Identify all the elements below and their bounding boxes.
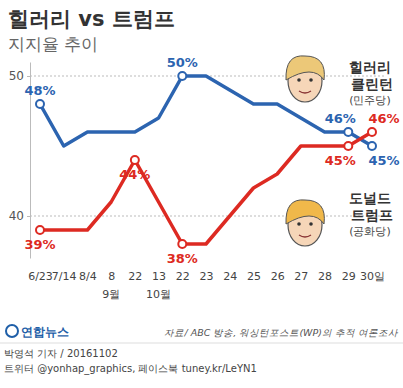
chart: 힐러리 vs 트럼프지지율 추이 40 50 6/237/148/4 8 22 13 22 23… xyxy=(0,0,403,388)
x-tick-label: 24 xyxy=(223,270,237,283)
logo: 연합뉴스 xyxy=(6,325,69,339)
eye xyxy=(297,222,301,226)
x-tick-label: 29 xyxy=(342,270,356,283)
data-label: 50% xyxy=(167,55,198,70)
face-icon xyxy=(286,56,324,102)
x-tick: 23 xyxy=(200,262,214,283)
x-tick-label: 28 xyxy=(318,270,332,283)
y-tick-label: 50 xyxy=(9,69,24,83)
credit: 트위터 @yonhap_graphics, 페이스북 tuney.kr/LeYN… xyxy=(4,363,257,375)
x-tick-label: 30일 xyxy=(360,270,385,283)
x-tick: 28 xyxy=(318,262,332,283)
data-label: 45% xyxy=(368,153,399,168)
x-tick-label: 13 xyxy=(152,270,166,283)
data-label: 48% xyxy=(24,83,55,98)
footer-rule xyxy=(0,343,403,344)
y-tick-label: 40 xyxy=(9,209,24,223)
legend-label: 힐러리 클린턴 xyxy=(347,59,394,92)
data-labels: 48% 50% 46% 45% 39% 44% 38% 45% 46% xyxy=(24,55,399,266)
y-tick: 40 xyxy=(9,209,30,223)
x-tick: 6/23 xyxy=(28,262,53,283)
x-tick: 8/4 xyxy=(79,262,97,283)
x-tick: 27 xyxy=(294,262,308,283)
point-marker xyxy=(36,226,44,234)
data-label: 46% xyxy=(368,111,399,126)
data-label: 38% xyxy=(167,251,198,266)
background xyxy=(0,0,403,388)
x-tick: 7/14 xyxy=(52,262,77,283)
logo-icon xyxy=(6,325,18,337)
eye xyxy=(309,222,313,226)
mouth xyxy=(299,91,311,93)
x-tick-label: 8/4 xyxy=(79,270,97,283)
x-tick: 30일 xyxy=(360,262,385,283)
source: 자료/ ABC 방송, 워싱턴포스트(WP)의 추적 여론조사 xyxy=(164,327,399,338)
data-label: 39% xyxy=(24,237,55,252)
y-tick-mark xyxy=(27,216,30,217)
point-marker xyxy=(368,128,376,136)
x-axis: 6/237/148/4 8 22 13 22 23 24 25 26 27 28 29 30일 xyxy=(28,262,385,283)
point-marker xyxy=(344,142,352,150)
x-tick-label: 23 xyxy=(200,270,214,283)
data-label: 46% xyxy=(325,111,356,126)
point-marker xyxy=(178,72,186,80)
x-tick: 8 xyxy=(108,262,115,283)
data-label: 45% xyxy=(325,153,356,168)
legend-label: 도널드 트럼프 xyxy=(347,190,394,223)
hair xyxy=(286,56,324,80)
x-tick-label: 26 xyxy=(271,270,285,283)
grid-line xyxy=(30,216,385,217)
logo-text: 연합뉴스 xyxy=(21,325,69,339)
point-marker xyxy=(344,128,352,136)
data-label: 44% xyxy=(119,167,150,182)
series-line xyxy=(40,132,372,244)
x-tick-label: 27 xyxy=(294,270,308,283)
y-tick-mark xyxy=(27,76,30,77)
point-marker xyxy=(178,240,186,248)
legend-party: (공화당) xyxy=(349,225,391,238)
x-tick-label: 6/23 xyxy=(28,270,53,283)
x-tick: 13 xyxy=(152,262,166,283)
plot-area xyxy=(36,72,376,248)
y-tick: 50 xyxy=(9,69,30,83)
x-tick-label: 25 xyxy=(247,270,261,283)
x-tick-label: 22 xyxy=(176,270,190,283)
series-line xyxy=(40,76,372,146)
x-tick: 22 xyxy=(128,262,142,283)
point-marker xyxy=(131,156,139,164)
eye xyxy=(297,78,301,82)
x-tick-label: 8 xyxy=(108,270,115,283)
x-tick: 26 xyxy=(271,262,285,283)
month-label: 9월 xyxy=(102,288,120,301)
subtitle: 지지율 추이 xyxy=(8,34,98,54)
x-tick-label: 22 xyxy=(128,270,142,283)
x-tick: 24 xyxy=(223,262,237,283)
legend-party: (민주당) xyxy=(349,94,391,107)
point-marker xyxy=(368,142,376,150)
x-tick: 25 xyxy=(247,262,261,283)
hair xyxy=(286,200,324,224)
face-icon xyxy=(286,200,324,246)
title: 힐러리 vs 트럼프 xyxy=(8,7,175,31)
eye xyxy=(309,78,313,82)
mouth xyxy=(299,235,311,237)
credit: 박영석 기자 / 20161102 xyxy=(4,348,118,359)
x-tick: 29 xyxy=(342,262,356,283)
x-tick-label: 7/14 xyxy=(52,270,77,283)
point-marker xyxy=(36,100,44,108)
month-label: 10월 xyxy=(146,288,171,301)
